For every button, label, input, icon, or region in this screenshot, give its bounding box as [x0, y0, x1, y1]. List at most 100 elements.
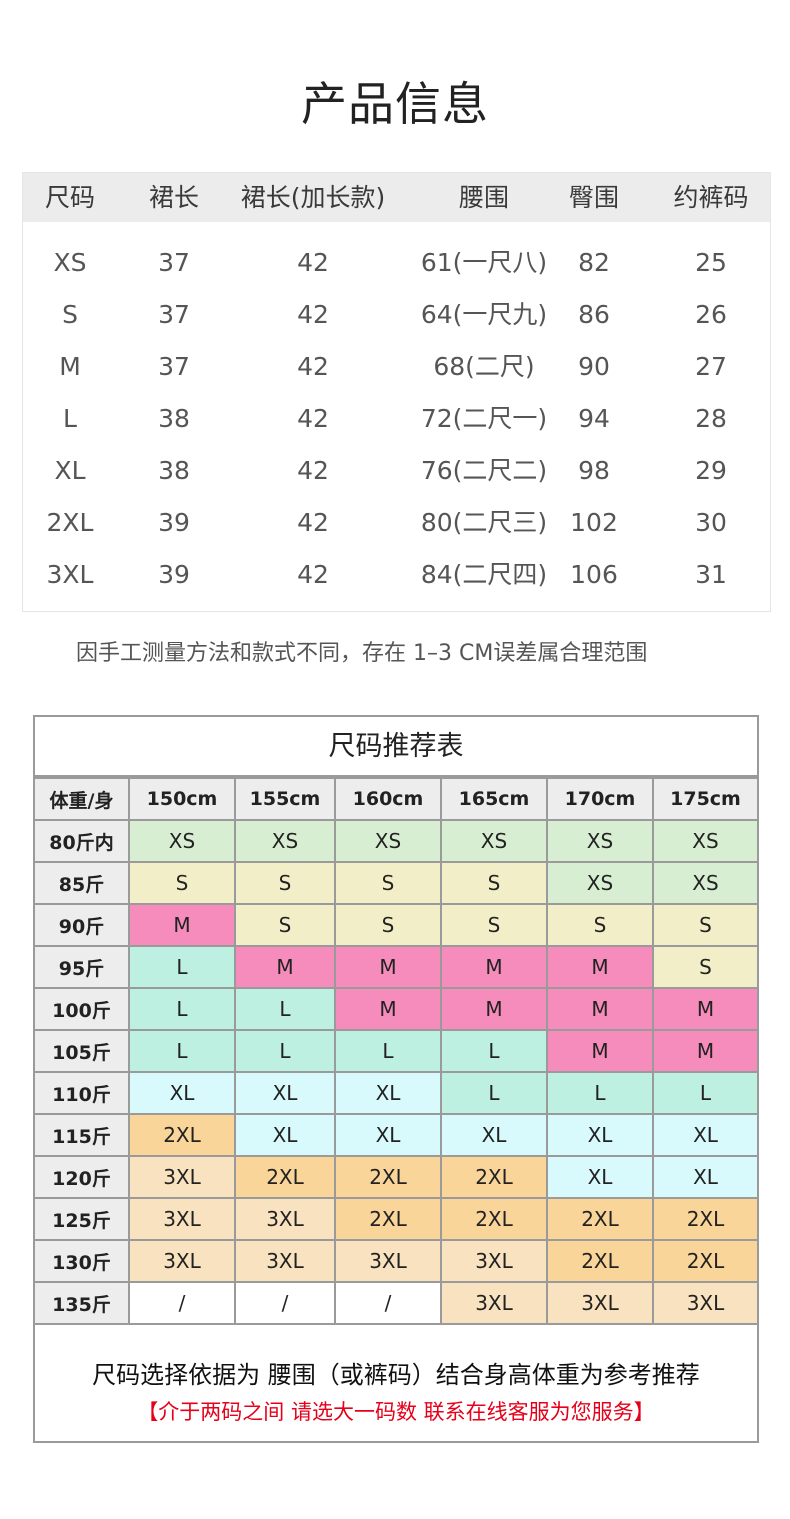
size-cell: 76(二尺二) — [420, 456, 548, 485]
recommended-size-cell: / — [234, 1281, 336, 1325]
size-cell: 31 — [695, 560, 727, 589]
recommended-size-cell: M — [652, 987, 757, 1031]
size-cell: S — [62, 300, 78, 329]
size-cell: L — [63, 404, 77, 433]
size-cell: 38 — [158, 404, 190, 433]
recommend-row: 130斤 3XL 3XL 3XL 3XL 2XL 2XL — [35, 1239, 757, 1283]
weight-header-cell: 120斤 — [35, 1155, 130, 1199]
recommended-size-cell: S — [546, 903, 654, 947]
recommended-size-cell: M — [546, 987, 654, 1031]
size-row: XS 37 42 61(一尺八) 82 25 — [23, 237, 770, 289]
recommended-size-cell: XS — [652, 861, 757, 905]
size-row: 3XL 39 42 84(二尺四) 106 31 — [23, 549, 770, 601]
recommended-size-cell: M — [546, 1029, 654, 1073]
recommend-row: 115斤 2XL XL XL XL XL XL — [35, 1113, 757, 1157]
size-header-cell: 裙长 — [148, 183, 200, 212]
recommended-size-cell: 3XL — [234, 1239, 336, 1283]
recommended-size-cell: 3XL — [652, 1281, 757, 1325]
recommend-footer: 尺码选择依据为 腰围（或裤码）结合身高体重为参考推荐 【介于两码之间 请选大一码… — [35, 1351, 757, 1441]
recommend-row: 120斤 3XL 2XL 2XL 2XL XL XL — [35, 1155, 757, 1199]
recommended-size-cell: XL — [334, 1113, 442, 1157]
recommended-size-cell: L — [440, 1029, 548, 1073]
recommended-size-cell: XL — [546, 1113, 654, 1157]
recommended-size-cell: 3XL — [334, 1239, 442, 1283]
recommended-size-cell: XL — [652, 1155, 757, 1199]
size-cell: 80(二尺三) — [420, 508, 548, 537]
recommended-size-cell: M — [334, 987, 442, 1031]
recommend-row: 90斤 M S S S S S — [35, 903, 757, 947]
weight-header-cell: 125斤 — [35, 1197, 130, 1241]
recommended-size-cell: / — [334, 1281, 442, 1325]
recommended-size-cell: XS — [334, 819, 442, 863]
size-cell: 42 — [297, 508, 329, 537]
recommended-size-cell: M — [128, 903, 236, 947]
recommended-size-cell: L — [440, 1071, 548, 1115]
size-header-cell: 尺码 — [44, 183, 96, 212]
recommended-size-cell: S — [128, 861, 236, 905]
recommended-size-cell: XL — [128, 1071, 236, 1115]
size-cell: 28 — [695, 404, 727, 433]
weight-header-cell: 110斤 — [35, 1071, 130, 1115]
size-cell: 25 — [695, 248, 727, 277]
recommended-size-cell: L — [234, 1029, 336, 1073]
recommended-size-cell: L — [128, 945, 236, 989]
recommended-size-cell: 2XL — [234, 1155, 336, 1199]
weight-header-cell: 85斤 — [35, 861, 130, 905]
recommended-size-cell: XL — [546, 1155, 654, 1199]
recommended-size-cell: L — [546, 1071, 654, 1115]
height-header-cell: 170cm — [546, 777, 654, 821]
recommended-size-cell: S — [440, 861, 548, 905]
recommend-row: 95斤 L M M M M S — [35, 945, 757, 989]
size-header-cell: 裙长(加长款) — [240, 183, 386, 212]
recommended-size-cell: S — [334, 903, 442, 947]
weight-header-cell: 135斤 — [35, 1281, 130, 1325]
size-cell: 29 — [695, 456, 727, 485]
recommended-size-cell: XL — [234, 1113, 336, 1157]
height-header-cell: 160cm — [334, 777, 442, 821]
recommended-size-cell: XL — [652, 1113, 757, 1157]
recommended-size-cell: XS — [440, 819, 548, 863]
size-cell: 42 — [297, 404, 329, 433]
recommend-row: 85斤 S S S S XS XS — [35, 861, 757, 905]
recommend-row: 125斤 3XL 3XL 2XL 2XL 2XL 2XL — [35, 1197, 757, 1241]
weight-header-cell: 90斤 — [35, 903, 130, 947]
size-cell: 61(一尺八) — [420, 248, 548, 277]
recommended-size-cell: 3XL — [128, 1197, 236, 1241]
recommended-size-cell: M — [546, 945, 654, 989]
size-cell: 42 — [297, 560, 329, 589]
recommended-size-cell: XS — [128, 819, 236, 863]
recommended-size-cell: M — [334, 945, 442, 989]
recommended-size-cell: S — [334, 861, 442, 905]
recommended-size-cell: S — [440, 903, 548, 947]
recommended-size-cell: 3XL — [128, 1155, 236, 1199]
recommend-row: 80斤内 XS XS XS XS XS XS — [35, 819, 757, 863]
recommend-row: 135斤 / //3XL 3XL 3XL — [35, 1281, 757, 1325]
size-cell: 106 — [570, 560, 618, 589]
size-cell: 94 — [578, 404, 610, 433]
recommended-size-cell: M — [440, 945, 548, 989]
size-cell: 42 — [297, 352, 329, 381]
size-row: 2XL 39 42 80(二尺三) 102 30 — [23, 497, 770, 549]
weight-header-cell: 100斤 — [35, 987, 130, 1031]
height-header-cell: 150cm — [128, 777, 236, 821]
size-cell: 3XL — [46, 560, 94, 589]
size-cell: 37 — [158, 352, 190, 381]
size-cell: 37 — [158, 300, 190, 329]
recommended-size-cell: XS — [234, 819, 336, 863]
recommended-size-cell: M — [234, 945, 336, 989]
recommended-size-cell: 2XL — [652, 1239, 757, 1283]
recommended-size-cell: M — [440, 987, 548, 1031]
size-cell: 64(一尺九) — [420, 300, 548, 329]
size-cell: 42 — [297, 300, 329, 329]
recommended-size-cell: 2XL — [546, 1239, 654, 1283]
size-cell: 98 — [578, 456, 610, 485]
size-cell: 90 — [578, 352, 610, 381]
size-cell: 82 — [578, 248, 610, 277]
recommend-corner-cell: 体重/身 — [35, 777, 130, 821]
recommend-footer-note: 尺码选择依据为 腰围（或裤码）结合身高体重为参考推荐 — [92, 1361, 700, 1389]
size-cell: 102 — [570, 508, 618, 537]
recommend-row: 105斤 L L L L M M — [35, 1029, 757, 1073]
size-table-header: 尺码 裙长 裙长(加长款) 腰围 臀围 约裤码 — [23, 173, 770, 222]
recommended-size-cell: S — [234, 903, 336, 947]
recommended-size-cell: / — [128, 1281, 236, 1325]
